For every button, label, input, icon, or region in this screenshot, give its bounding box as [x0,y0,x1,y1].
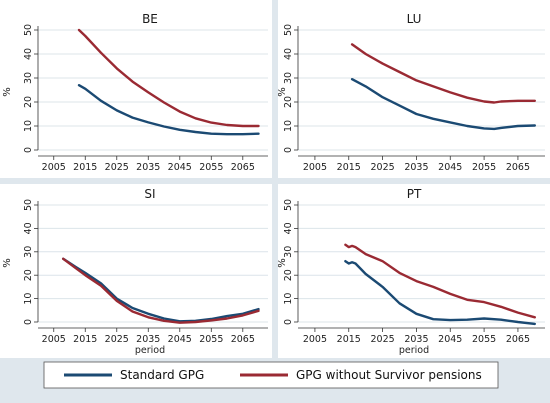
panel-si-plot: 0 10 20 30 40 50 2005 2015 2025 2035 2045 2055 2065 [23,199,268,345]
x-tick-label: 2065 [506,334,530,345]
series-line-without-survivor [344,243,536,319]
panel-pt-background [278,184,550,358]
x-tick-label: 2005 [303,162,327,173]
x-tick-label: 2055 [199,334,223,345]
legend-label-without: GPG without Survivor pensions [296,368,482,382]
x-tick-label: 2065 [231,334,255,345]
x-tick-label: 2015 [337,162,361,173]
series-line-standard [350,77,536,131]
y-tick-label: 10 [283,293,294,305]
panel-lu-ylabel: % [277,87,288,97]
panel-pt-xlabel: period [399,345,429,356]
y-tick-label: 20 [283,269,294,281]
x-tick-label: 2045 [438,162,462,173]
x-tick-label: 2015 [73,334,97,345]
series-line-standard [77,83,260,136]
panel-pt-plot: 0 10 20 30 40 50 2005 2015 2025 2035 2045 2055 2065 [283,199,545,345]
y-tick-label: 40 [283,222,294,234]
panel-be-ylabel: % [2,87,13,97]
y-tick-label: 40 [23,222,34,234]
x-tick-label: 2045 [168,162,192,173]
x-tick-label: 2025 [105,334,129,345]
series-line-without-survivor [77,28,260,128]
x-tick-label: 2055 [472,162,496,173]
panel-pt-title: PT [407,187,422,201]
x-tick-label: 2055 [472,334,496,345]
x-tick-label: 2005 [42,334,66,345]
y-tick-label: 30 [23,72,34,84]
panel-si: SI % period 0 10 20 30 40 50 2005 2015 2025 2035 2… [0,184,272,358]
y-tick-label: 50 [23,199,34,211]
x-tick-label: 2025 [370,162,394,173]
panel-pt-ylabel: % [277,258,288,268]
y-tick-label: 40 [283,48,294,60]
panel-be-plot: 0 10 20 30 40 50 2005 2015 2025 2035 2045 2055 2065 [23,24,268,173]
x-tick-label: 2065 [506,162,530,173]
y-tick-label: 20 [23,96,34,108]
panel-be-background [0,0,272,178]
y-tick-label: 30 [283,72,294,84]
y-tick-label: 30 [23,246,34,258]
x-tick-label: 2005 [42,162,66,173]
x-tick-label: 2055 [199,162,223,173]
y-tick-label: 20 [283,96,294,108]
panel-si-xlabel: period [135,345,165,356]
x-tick-label: 2035 [136,162,160,173]
panel-si-background [0,184,272,358]
panel-lu-title: LU [407,12,422,26]
legend-label-standard: Standard GPG [120,368,204,382]
series-line-standard [344,260,536,326]
x-tick-label: 2045 [438,334,462,345]
x-tick-label: 2005 [303,334,327,345]
panel-lu: LU % 0 10 20 30 40 50 2005 2015 2025 2035 2045 2055… [277,0,550,178]
y-tick-label: 30 [283,246,294,258]
panel-be-title: BE [142,12,158,26]
legend: Standard GPG GPG without Survivor pensio… [43,361,499,389]
panel-si-title: SI [144,187,155,201]
series-line-without-survivor [62,257,260,324]
x-tick-label: 2015 [337,334,361,345]
x-tick-label: 2015 [73,162,97,173]
panel-si-ylabel: % [2,258,13,268]
x-tick-label: 2025 [370,334,394,345]
y-tick-label: 0 [23,319,34,325]
panel-pt: PT % period 0 10 20 30 40 50 2005 2015 2025 2035 2… [277,184,550,358]
series-line-standard [62,257,260,323]
panel-lu-plot: 0 10 20 30 40 50 2005 2015 2025 2035 2045 2055 2065 [283,24,545,173]
y-tick-label: 50 [283,199,294,211]
x-tick-label: 2065 [231,162,255,173]
x-tick-label: 2035 [404,162,428,173]
y-tick-label: 40 [23,48,34,60]
y-tick-label: 20 [23,269,34,281]
panel-be: BE % 0 10 20 30 40 50 2005 2015 2025 2035 2045 2055… [0,0,272,178]
series-line-without-survivor [350,43,536,104]
x-tick-label: 2025 [105,162,129,173]
y-tick-label: 0 [23,147,34,153]
y-tick-label: 0 [283,147,294,153]
y-tick-label: 10 [23,120,34,132]
y-tick-label: 50 [283,24,294,36]
y-tick-label: 50 [23,24,34,36]
panel-lu-background [278,0,550,178]
x-tick-label: 2035 [404,334,428,345]
y-tick-label: 0 [283,319,294,325]
y-tick-label: 10 [23,293,34,305]
y-tick-label: 10 [283,120,294,132]
x-tick-label: 2035 [136,334,160,345]
x-tick-label: 2045 [168,334,192,345]
